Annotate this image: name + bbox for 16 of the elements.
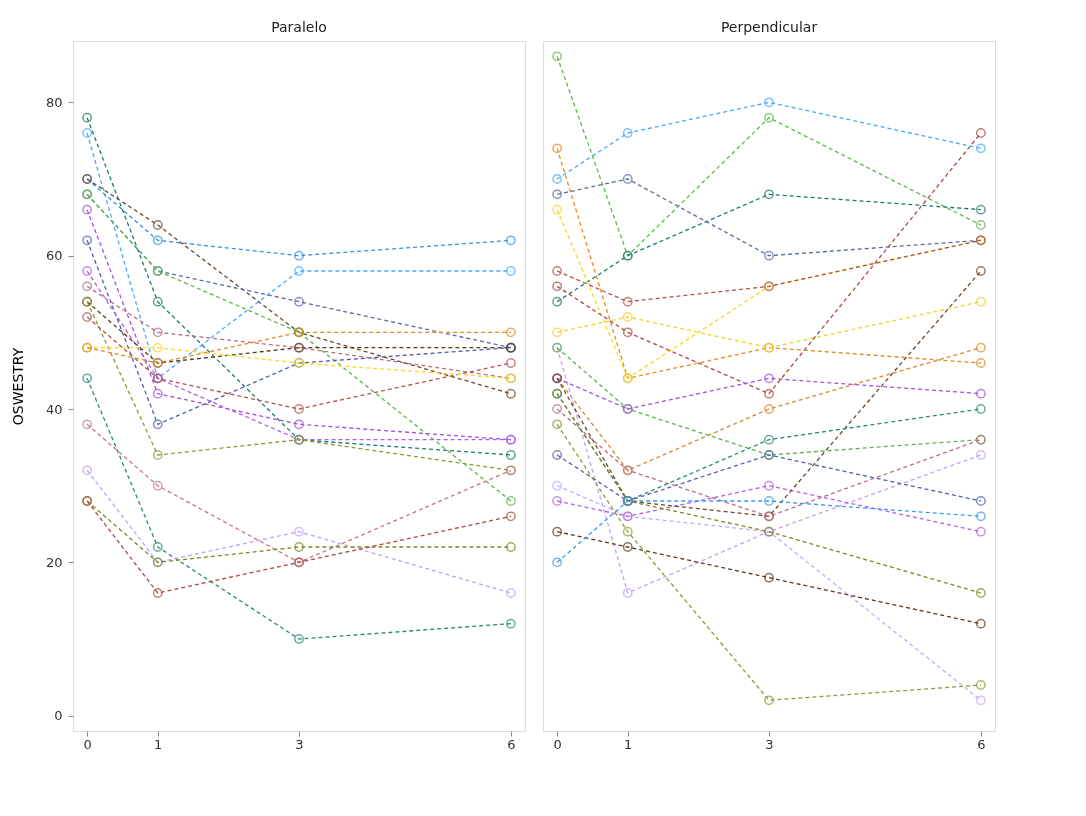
x-tick-label: 6 [977, 736, 986, 752]
y-tick-label: 20 [45, 554, 63, 570]
y-tick-label: 80 [45, 94, 63, 110]
y-tick-label: 0 [54, 708, 63, 724]
x-tick-label: 1 [624, 736, 633, 752]
x-tick-label: 6 [507, 736, 516, 752]
x-tick-label: 3 [765, 736, 774, 752]
chart-title: Paralelo [271, 19, 327, 35]
y-tick-label: 60 [45, 248, 63, 264]
x-tick-label: 0 [553, 736, 562, 752]
y-tick-label: 40 [45, 401, 63, 417]
x-tick-label: 1 [154, 736, 163, 752]
x-tick-label: 0 [83, 736, 92, 752]
y-axis-title: OSWESTRY [9, 347, 26, 426]
chart-title: Perpendicular [720, 19, 818, 35]
x-tick-label: 3 [295, 736, 304, 752]
